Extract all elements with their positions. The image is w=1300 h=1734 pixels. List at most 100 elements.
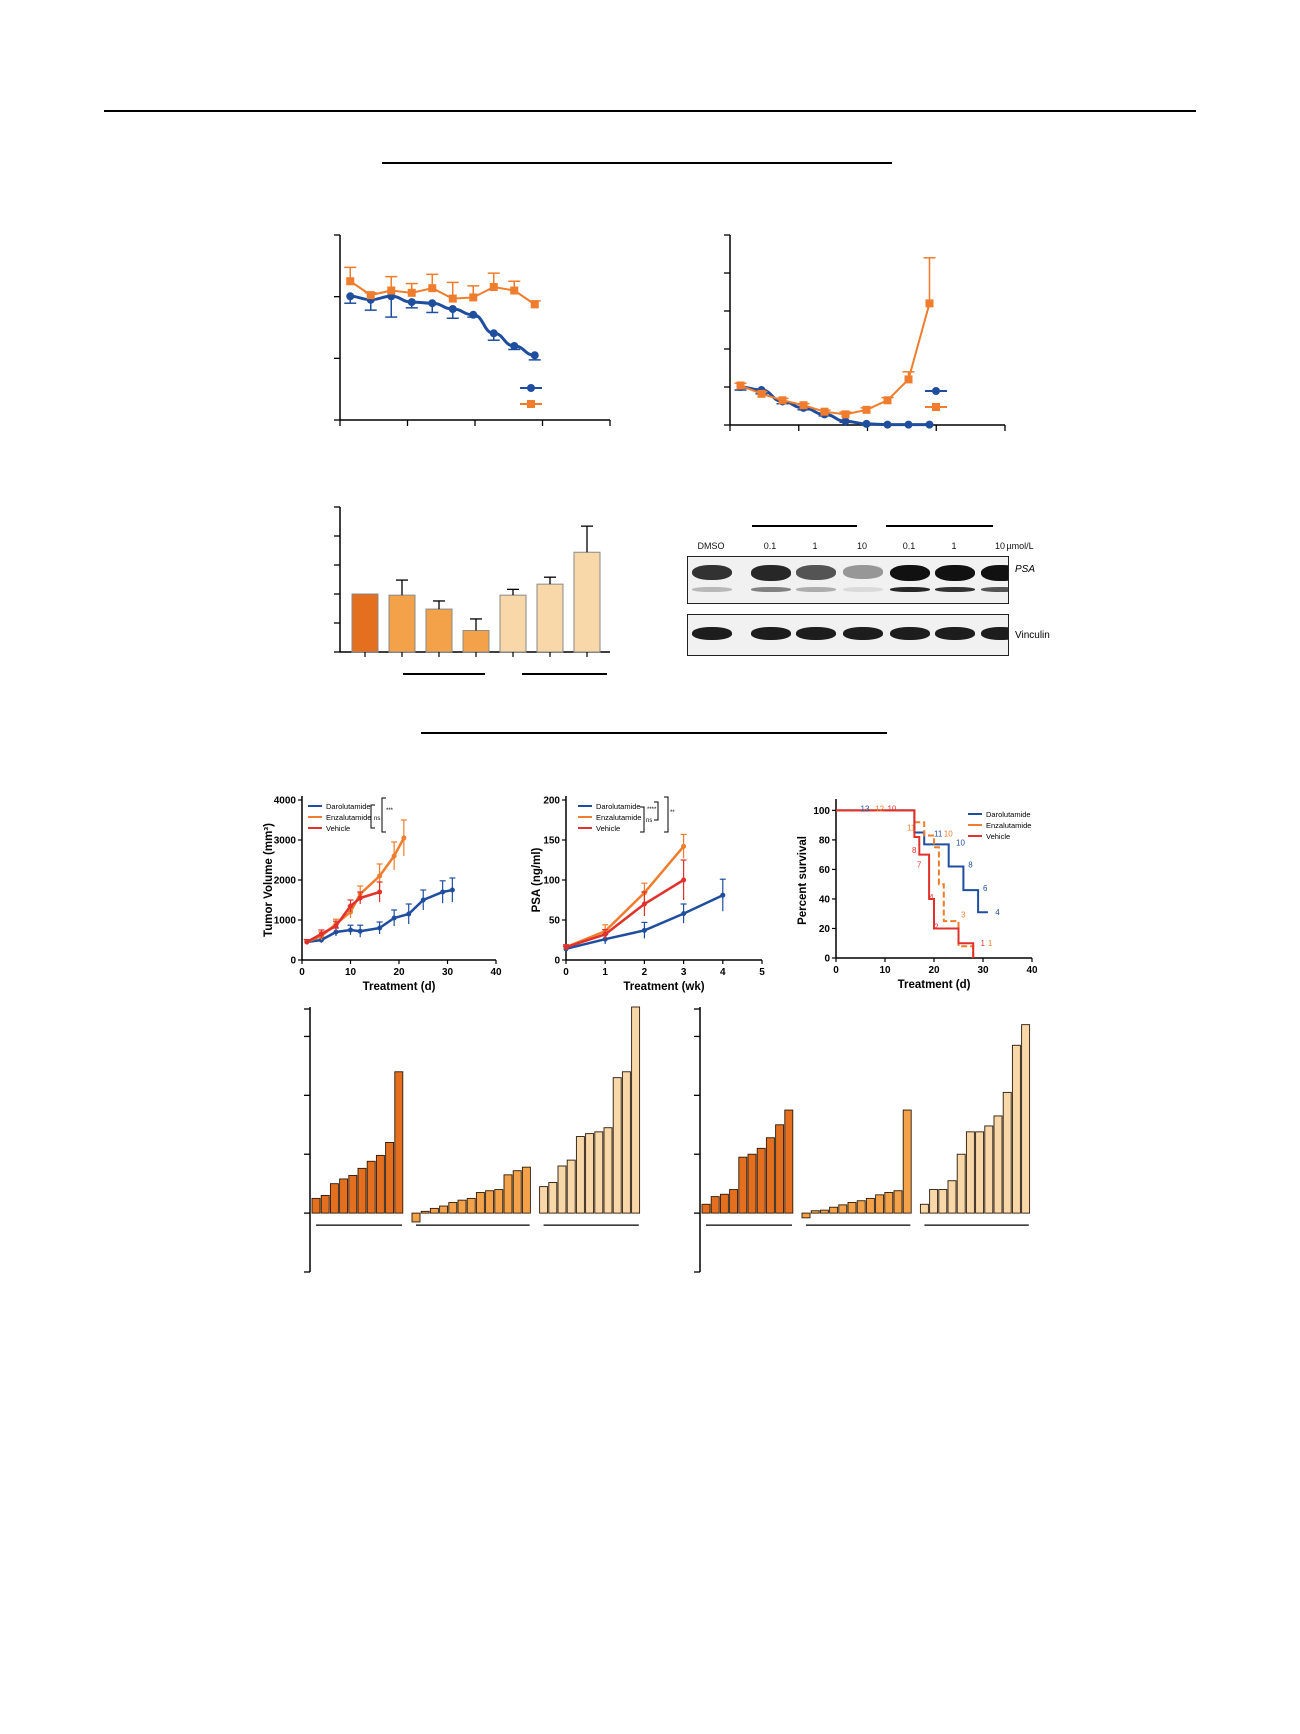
data-point	[862, 405, 871, 414]
y-tick-label: 80	[819, 835, 831, 846]
sig-label: ****	[647, 807, 657, 813]
x-tick-label: 20	[393, 967, 405, 978]
waterfall-bar	[311, 1197, 321, 1214]
waterfall-bar	[729, 1189, 739, 1214]
y-axis-label: Percent survival	[797, 836, 809, 925]
waterfall-bar	[320, 1194, 330, 1214]
waterfall-bar	[1011, 1044, 1021, 1214]
waterfall-bar	[612, 1077, 622, 1214]
legend-marker	[527, 384, 535, 392]
waterfall-bar	[701, 1203, 711, 1214]
data-point	[530, 300, 539, 309]
waterfall-bar	[457, 1199, 467, 1214]
x-tick-label: 4	[720, 967, 726, 978]
data-point	[348, 903, 353, 909]
waterfall-bar	[329, 1183, 339, 1214]
y-tick-label: 0	[554, 956, 560, 967]
y-tick-label: 0	[824, 954, 830, 965]
x-tick-label: 3	[681, 967, 687, 978]
bar	[388, 594, 416, 653]
legend-label: Vehicle	[326, 824, 350, 833]
x-tick-label: 0	[563, 967, 569, 978]
waterfall-bar	[865, 1197, 875, 1214]
data-point	[366, 291, 375, 300]
data-point	[407, 288, 416, 297]
waterfall-bar	[884, 1192, 894, 1214]
data-point	[377, 873, 383, 879]
data-point	[489, 283, 498, 292]
data-point	[401, 835, 407, 841]
psa-lower-band	[796, 587, 836, 592]
at-risk-label: 2	[934, 923, 939, 932]
waterfall-bar	[801, 1212, 811, 1219]
legend-label: Darolutamide	[596, 802, 641, 811]
waterfall-bar	[411, 1212, 421, 1223]
data-point	[681, 843, 687, 849]
bar	[351, 593, 379, 653]
bar	[499, 594, 527, 653]
waterfall-bar	[466, 1197, 476, 1214]
waterfall-bar	[902, 1109, 912, 1214]
waterfall-bar	[385, 1141, 395, 1214]
data-point	[641, 901, 647, 907]
y-tick-label: 100	[813, 806, 830, 817]
blot-psa-row	[687, 556, 1009, 604]
y-tick-label: 50	[549, 916, 561, 927]
data-point	[757, 389, 766, 398]
sig-bracket-3	[664, 796, 669, 833]
data-point	[357, 928, 363, 934]
psa-lower-band	[890, 587, 930, 592]
at-risk-label: 6	[983, 884, 988, 893]
x-tick-label: 20	[928, 965, 940, 976]
legend-marker	[932, 387, 940, 395]
data-point	[736, 381, 745, 390]
survival-line-vehicle	[836, 809, 975, 958]
waterfall-bar	[938, 1189, 948, 1214]
waterfall-bar	[557, 1165, 567, 1214]
x-tick-label: 10	[345, 967, 357, 978]
waterfall-bar	[738, 1156, 748, 1214]
y-tick-label: 2000	[274, 876, 297, 887]
waterfall-bar	[548, 1182, 558, 1214]
y-tick-label: 150	[543, 836, 560, 847]
x-tick-label: 10	[879, 965, 891, 976]
waterfall-bar	[1021, 1024, 1031, 1214]
data-point	[799, 401, 808, 410]
psa-lower-band	[981, 587, 1008, 592]
data-point	[304, 939, 310, 945]
survival-line-enzalutamide	[836, 809, 975, 958]
waterfall-bar	[603, 1127, 613, 1214]
data-point	[346, 277, 355, 286]
data-point	[925, 420, 934, 429]
waterfall-chart-1	[304, 1006, 641, 1273]
bar	[425, 608, 453, 653]
data-point	[387, 286, 396, 295]
psa-band	[796, 565, 836, 580]
series-line-vehicle	[306, 890, 380, 944]
data-point	[681, 877, 687, 883]
psa-band	[890, 565, 930, 581]
data-point	[510, 342, 519, 350]
bar	[536, 583, 564, 653]
legend-label: Vehicle	[596, 824, 620, 833]
blot-vinculin-label: Vinculin	[1015, 630, 1050, 641]
x-tick-label: 40	[490, 967, 502, 978]
data-point	[333, 929, 339, 935]
vinculin-band	[751, 627, 791, 640]
waterfall-bar	[594, 1131, 604, 1214]
section-rule-2	[421, 732, 887, 734]
at-risk-label: 8	[968, 861, 973, 870]
sig-label: ns	[374, 816, 380, 822]
waterfall-bar	[765, 1137, 775, 1214]
blot-lane-label: 1	[812, 541, 818, 551]
legend-label: Darolutamide	[986, 810, 1031, 819]
waterfall-bar	[394, 1071, 404, 1214]
waterfall-bar	[965, 1131, 975, 1214]
x-axis-label: Treatment (wk)	[623, 981, 704, 993]
psa-band	[843, 565, 883, 579]
y-tick-label: 60	[819, 865, 831, 876]
data-point	[448, 305, 457, 313]
legend-marker	[527, 400, 535, 408]
at-risk-label: 13	[861, 804, 870, 813]
legend-marker	[932, 403, 940, 411]
